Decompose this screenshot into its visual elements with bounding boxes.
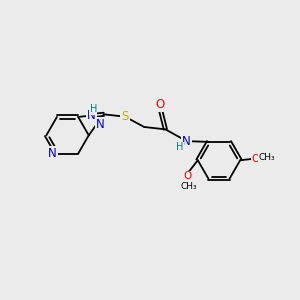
Text: O: O — [155, 98, 165, 111]
Text: S: S — [122, 110, 129, 123]
Text: CH₃: CH₃ — [181, 182, 197, 191]
Text: CH₃: CH₃ — [258, 152, 275, 161]
Text: N: N — [48, 147, 57, 160]
Text: N: N — [96, 118, 105, 131]
Text: H: H — [176, 142, 184, 152]
Text: O: O — [183, 171, 192, 182]
Text: H: H — [90, 104, 97, 114]
Text: O: O — [252, 154, 260, 164]
Text: N: N — [182, 135, 191, 148]
Text: N: N — [87, 109, 96, 122]
